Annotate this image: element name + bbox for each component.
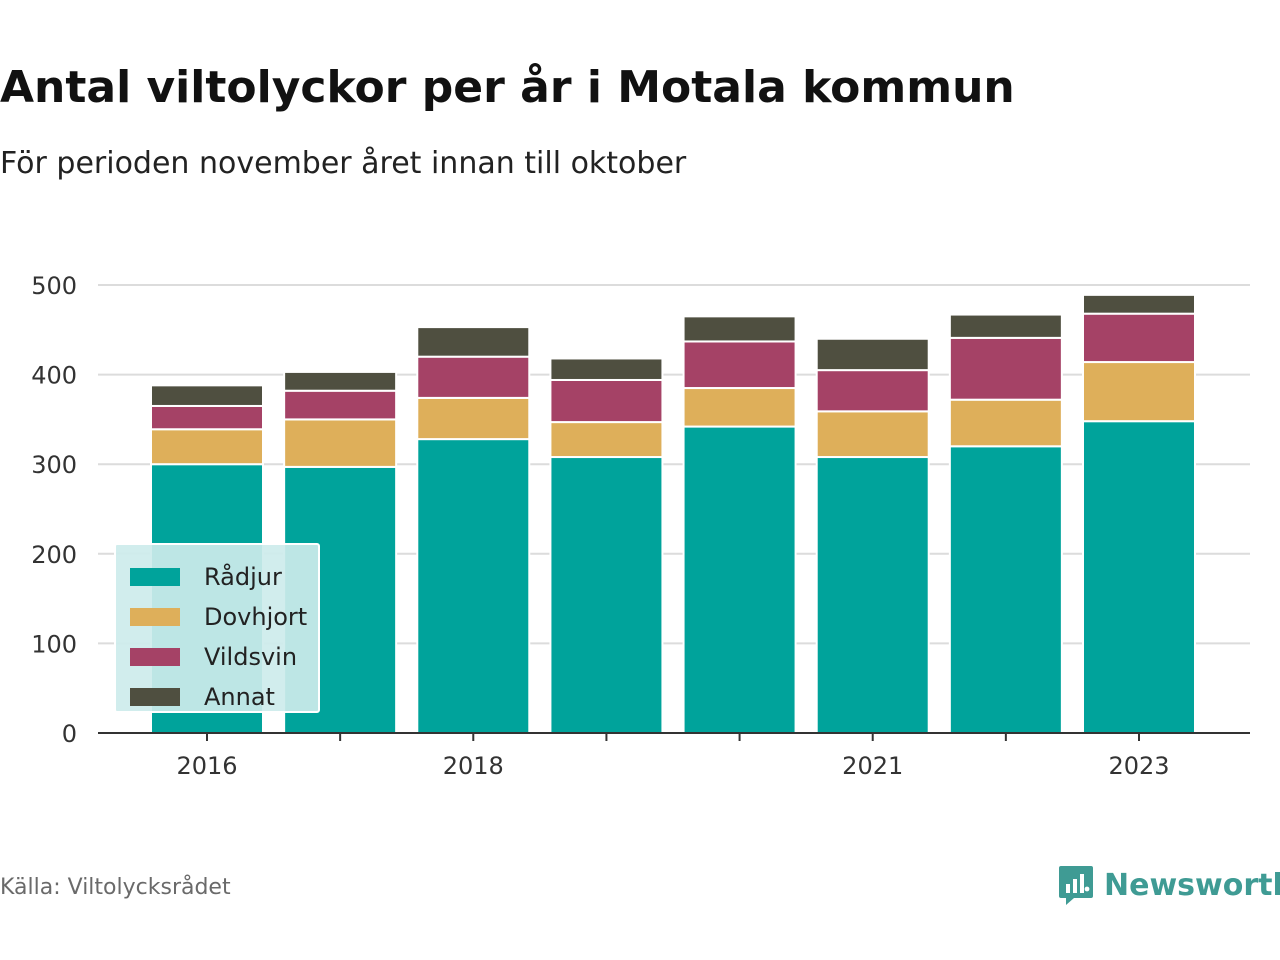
bar-2017-dovhjort bbox=[283, 418, 398, 468]
legend-swatch-radjur bbox=[130, 568, 180, 586]
legend-item-radjur: Rådjur bbox=[130, 557, 318, 597]
chart-title: Antal viltolyckor per år i Motala kommun bbox=[0, 62, 1015, 113]
bar-2023-vildsvin bbox=[1082, 312, 1196, 364]
bar-2023-annat bbox=[1082, 293, 1196, 315]
bar-2021-radjur bbox=[815, 456, 930, 734]
legend-label-annat: Annat bbox=[204, 683, 275, 711]
chart-subtitle: För perioden november året innan till ok… bbox=[0, 146, 687, 181]
bar-2019-radjur bbox=[549, 456, 664, 734]
y-tick-label-300: 300 bbox=[31, 451, 77, 479]
bar-2022-annat bbox=[948, 313, 1063, 339]
bar-2020-radjur bbox=[682, 425, 797, 734]
bar-2018-annat bbox=[416, 326, 531, 358]
bar-2018-dovhjort bbox=[416, 396, 531, 441]
bar-2019-annat bbox=[549, 357, 664, 381]
y-tick-label-500: 500 bbox=[31, 272, 77, 300]
bar-2023-dovhjort bbox=[1082, 361, 1196, 423]
y-tick-label-100: 100 bbox=[31, 630, 77, 658]
bar-2016-vildsvin bbox=[150, 404, 264, 431]
legend-label-vildsvin: Vildsvin bbox=[204, 643, 298, 671]
bar-2021-dovhjort bbox=[815, 410, 930, 459]
legend-item-dovhjort: Dovhjort bbox=[130, 597, 318, 637]
newsworthy-logo-icon bbox=[1059, 866, 1093, 905]
legend-label-dovhjort: Dovhjort bbox=[204, 603, 308, 631]
legend-swatch-vildsvin bbox=[130, 648, 180, 666]
bar-2022-dovhjort bbox=[948, 398, 1063, 448]
legend-swatch-dovhjort bbox=[130, 608, 180, 626]
y-axis-ticks: 0 100 200 300 400 500 bbox=[31, 272, 77, 748]
bar-2020-dovhjort bbox=[682, 387, 797, 428]
bar-2020-vildsvin bbox=[682, 340, 797, 390]
bar-2020-annat bbox=[682, 315, 797, 343]
y-tick-label-200: 200 bbox=[31, 541, 77, 569]
bar-2018-vildsvin bbox=[416, 355, 531, 399]
x-axis-ticks: 2016 2018 2021 2023 bbox=[176, 733, 1170, 780]
bar-2022-vildsvin bbox=[948, 336, 1063, 401]
bar-2017-annat bbox=[283, 370, 398, 392]
legend-item-vildsvin: Vildsvin bbox=[130, 637, 318, 677]
legend-swatch-annat bbox=[130, 688, 180, 706]
legend: Rådjur Dovhjort Vildsvin Annat bbox=[114, 543, 320, 713]
x-tick-label-2023: 2023 bbox=[1108, 752, 1169, 780]
brand-name: Newsworthy bbox=[1104, 867, 1280, 903]
legend-label-radjur: Rådjur bbox=[204, 563, 282, 591]
bar-2018-radjur bbox=[416, 438, 531, 734]
bar-2021-annat bbox=[815, 337, 930, 372]
legend-item-annat: Annat bbox=[130, 677, 318, 717]
y-tick-label-0: 0 bbox=[62, 720, 77, 748]
bar-2016-annat bbox=[150, 384, 264, 407]
bar-2016-dovhjort bbox=[150, 428, 264, 466]
bar-2023-radjur bbox=[1082, 420, 1196, 734]
x-tick-label-2021: 2021 bbox=[842, 752, 903, 780]
bar-2019-dovhjort bbox=[549, 421, 664, 459]
bar-2021-vildsvin bbox=[815, 369, 930, 413]
x-tick-label-2016: 2016 bbox=[176, 752, 237, 780]
brand[interactable]: Newsworthy bbox=[1058, 864, 1280, 906]
bar-2017-vildsvin bbox=[283, 389, 398, 421]
source-note: Källa: Viltolycksrådet bbox=[0, 875, 231, 900]
x-tick-label-2018: 2018 bbox=[443, 752, 504, 780]
bar-2022-radjur bbox=[948, 445, 1063, 734]
y-tick-label-400: 400 bbox=[31, 362, 77, 390]
bar-2019-vildsvin bbox=[549, 378, 664, 424]
